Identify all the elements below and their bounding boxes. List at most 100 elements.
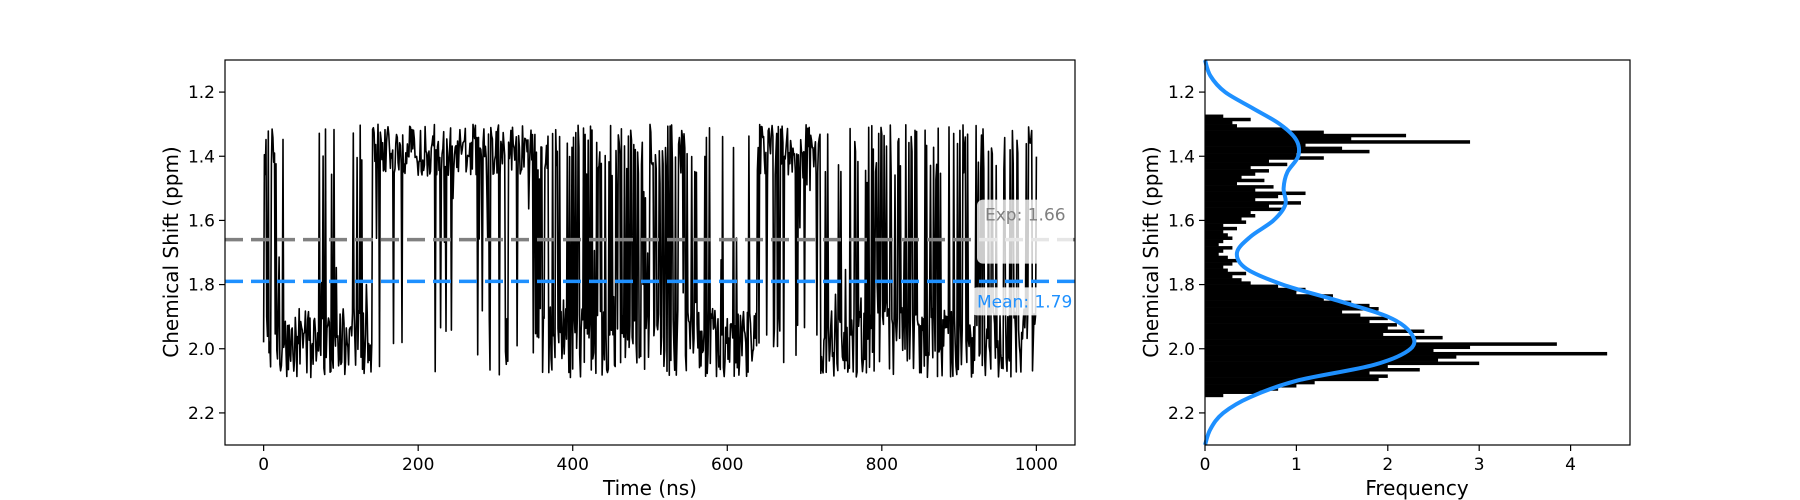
time-series-y-axis-title: Chemical Shift (ppm) xyxy=(159,146,183,357)
histogram-bar xyxy=(1205,137,1352,141)
histogram-bar xyxy=(1205,252,1219,257)
histogram-bar xyxy=(1205,345,1471,350)
histogram-bar xyxy=(1205,117,1251,122)
time-series-y-tick-label: 1.6 xyxy=(188,211,215,231)
histogram-bar xyxy=(1205,316,1388,321)
histogram-bar xyxy=(1205,355,1457,359)
histogram-bar xyxy=(1205,380,1315,385)
histogram-bar xyxy=(1205,246,1233,250)
histogram-bar xyxy=(1205,188,1256,192)
time-series-x-axis-title: Time (ns) xyxy=(602,476,697,500)
histogram-bar xyxy=(1205,130,1324,135)
histogram-bar xyxy=(1205,326,1388,330)
histogram-bar xyxy=(1205,262,1233,266)
histogram-bar xyxy=(1205,146,1343,151)
density-curve xyxy=(1203,59,1417,446)
histogram-bar xyxy=(1205,207,1283,212)
time-series-y-ticks: 1.2 1.4 1.6 1.8 2.0 2.2 xyxy=(188,83,225,424)
histogram-bar xyxy=(1205,124,1237,128)
histogram-bar xyxy=(1205,226,1237,231)
histogram-bar xyxy=(1205,140,1471,144)
histogram-bar xyxy=(1205,313,1361,317)
histogram-bar xyxy=(1205,342,1557,346)
histogram-frame xyxy=(1204,59,1631,446)
histogram-bar xyxy=(1205,377,1379,382)
histogram-bar xyxy=(1205,287,1306,292)
histogram-bar xyxy=(1205,329,1425,334)
histogram-y-tick-label: 1.6 xyxy=(1168,211,1195,231)
histogram-bar xyxy=(1205,191,1306,196)
histogram-bar xyxy=(1205,114,1224,119)
histogram-bar xyxy=(1205,374,1388,378)
histogram-bar xyxy=(1205,300,1352,305)
histogram-y-axis-title: Chemical Shift (ppm) xyxy=(1139,146,1163,357)
histogram-bar xyxy=(1205,303,1370,308)
histogram-bar xyxy=(1205,143,1306,147)
histogram-bar xyxy=(1205,249,1224,253)
histogram-bar xyxy=(1205,175,1242,180)
histogram-bar xyxy=(1205,156,1324,160)
time-series-y-tick-label: 1.8 xyxy=(188,276,215,296)
histogram-bar xyxy=(1205,185,1274,189)
histogram-bar xyxy=(1205,153,1297,157)
mean-label-background xyxy=(971,287,1077,316)
histogram-bar xyxy=(1205,242,1219,247)
histogram-bar xyxy=(1205,165,1251,170)
histogram-x-ticks: 0 1 2 3 4 xyxy=(1200,445,1576,475)
histogram-bar xyxy=(1205,364,1388,369)
histogram-bar xyxy=(1205,255,1228,260)
experimental-label-box: Exp: 1.66 xyxy=(977,199,1073,264)
histogram-bar xyxy=(1205,278,1242,282)
histogram-y-tick-label: 2.2 xyxy=(1168,404,1195,424)
histogram-bar xyxy=(1205,204,1269,208)
histogram-bar xyxy=(1205,291,1297,295)
histogram-bar xyxy=(1205,339,1416,343)
histogram-x-tick-label: 1 xyxy=(1291,455,1302,475)
histogram-bar xyxy=(1205,393,1224,398)
time-series-line xyxy=(262,123,1038,379)
histogram-bar xyxy=(1205,159,1269,163)
histogram-bar xyxy=(1205,120,1233,125)
histogram-y-ticks: 1.2 1.4 1.6 1.8 2.0 2.2 xyxy=(1168,83,1205,424)
histogram-bar xyxy=(1205,274,1233,279)
experimental-label-background xyxy=(977,199,1073,264)
histogram-x-tick-label: 2 xyxy=(1382,455,1393,475)
histogram-bar xyxy=(1205,297,1324,301)
histogram-bar xyxy=(1205,271,1247,276)
histogram-y-tick-label: 2.0 xyxy=(1168,340,1195,360)
time-series-panel: Exp: 1.66 Mean: 1.79 0 200 400 600 800 1000 1… xyxy=(159,59,1077,500)
histogram-bar xyxy=(1205,178,1265,183)
histogram-panel: 0 1 2 3 4 1.2 1.4 1.6 1.8 2.0 2.2 Frequency Chemi… xyxy=(1139,59,1631,500)
time-series-x-tick-label: 200 xyxy=(402,455,434,475)
histogram-x-tick-label: 3 xyxy=(1474,455,1485,475)
histogram-bar xyxy=(1205,172,1256,176)
histogram-bar xyxy=(1205,390,1260,394)
histogram-bar xyxy=(1205,220,1247,224)
histogram-bar xyxy=(1205,284,1279,289)
time-series-y-tick-label: 1.4 xyxy=(188,147,215,167)
histogram-bar xyxy=(1205,310,1343,314)
histogram-x-tick-label: 0 xyxy=(1200,455,1211,475)
histogram-bar xyxy=(1205,371,1370,375)
histogram-bar xyxy=(1205,197,1256,202)
histogram-y-tick-label: 1.2 xyxy=(1168,83,1195,103)
time-series-y-tick-label: 2.0 xyxy=(188,340,215,360)
time-series-x-tick-label: 0 xyxy=(258,455,269,475)
histogram-bar xyxy=(1205,361,1480,366)
histogram-bar xyxy=(1205,214,1256,218)
histogram-bar xyxy=(1205,258,1237,263)
histogram-bar xyxy=(1205,201,1301,205)
histogram-bar xyxy=(1205,332,1384,337)
histogram-bar xyxy=(1205,210,1251,215)
histogram-bar xyxy=(1205,133,1407,138)
histogram-bar xyxy=(1205,387,1279,391)
time-series-x-tick-label: 1000 xyxy=(1015,455,1058,475)
histogram-bar xyxy=(1205,230,1224,234)
histogram-bar xyxy=(1205,268,1228,273)
mean-label: Mean: 1.79 xyxy=(977,292,1072,312)
histogram-bar xyxy=(1205,194,1279,199)
histogram-bar xyxy=(1205,323,1397,327)
histogram-bar xyxy=(1205,348,1434,353)
histogram-bar xyxy=(1205,281,1251,285)
